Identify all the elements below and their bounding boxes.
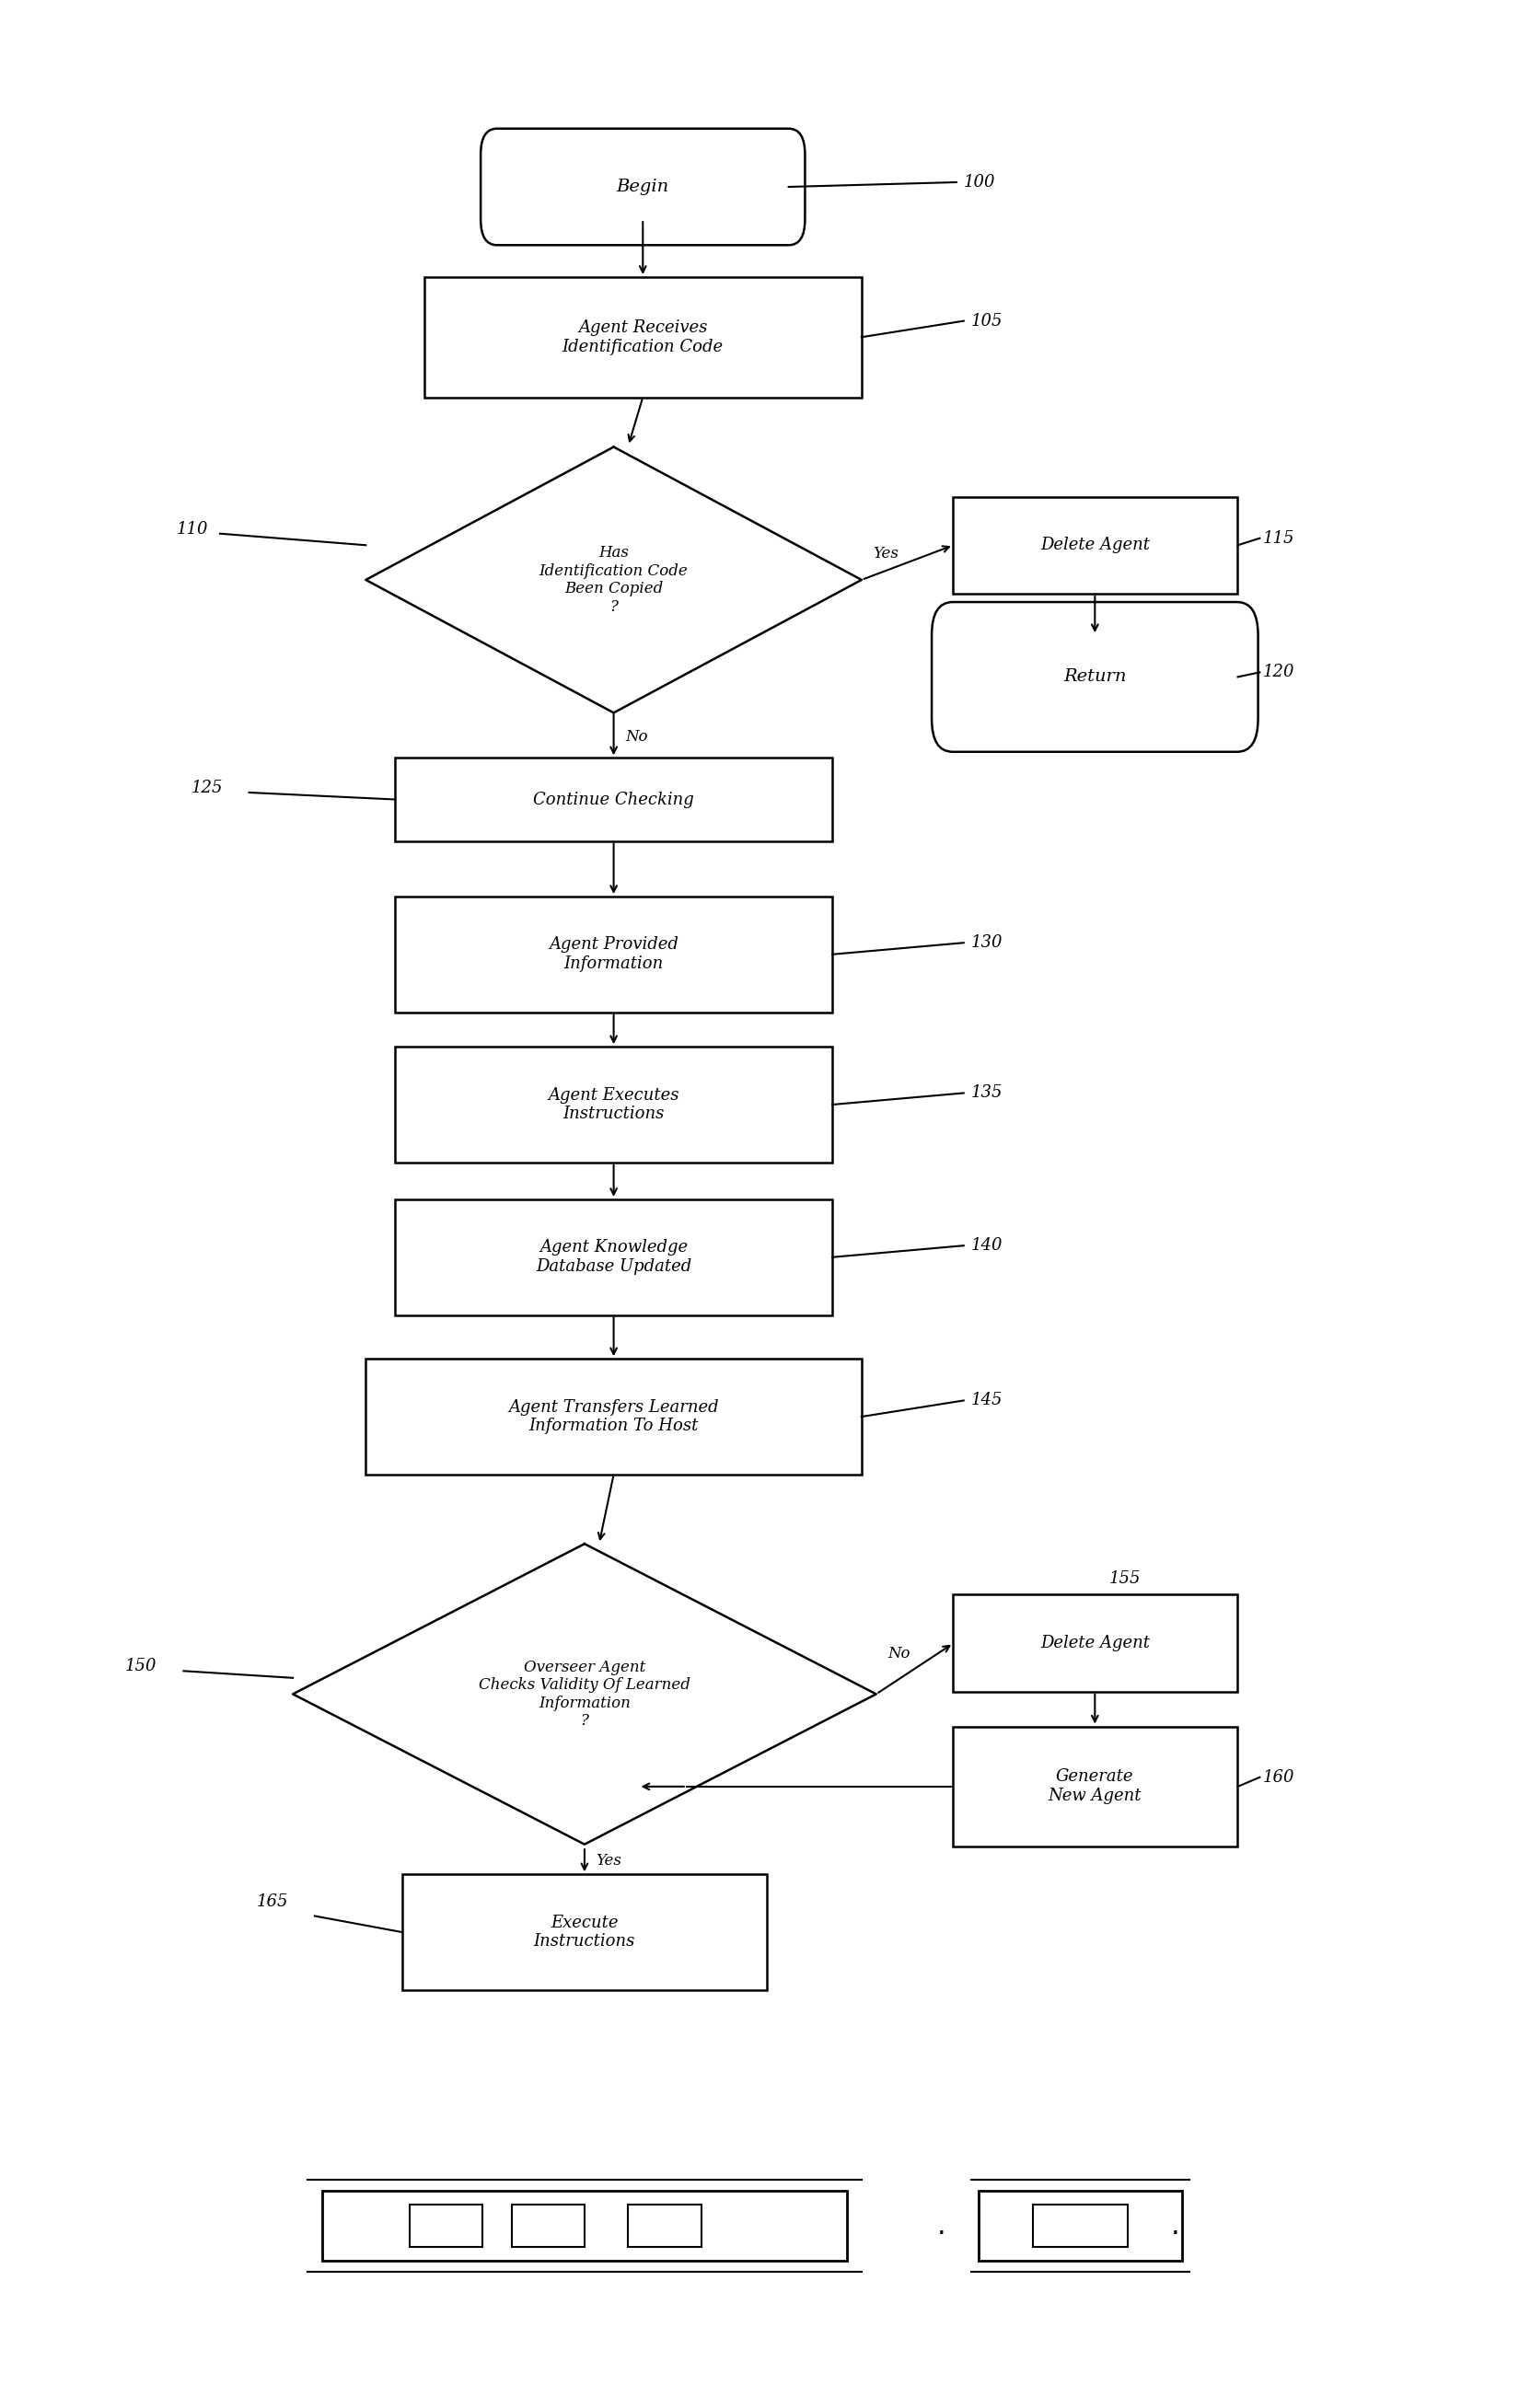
Bar — [395, 896, 832, 1011]
FancyBboxPatch shape — [931, 602, 1258, 751]
Bar — [952, 1594, 1236, 1693]
Text: Delete Agent: Delete Agent — [1041, 1635, 1150, 1652]
Text: 105: 105 — [971, 313, 1003, 330]
Text: Continue Checking: Continue Checking — [533, 792, 694, 807]
Text: Yes: Yes — [873, 547, 899, 561]
Text: 125: 125 — [191, 780, 223, 797]
Text: .: . — [937, 2213, 946, 2239]
Text: Agent Receives
Identification Code: Agent Receives Identification Code — [562, 320, 723, 354]
Text: 135: 135 — [971, 1084, 1003, 1100]
Text: Overseer Agent
Checks Validity Of Learned
Information
?: Overseer Agent Checks Validity Of Learne… — [478, 1659, 690, 1729]
Text: 140: 140 — [971, 1238, 1003, 1255]
Text: 115: 115 — [1262, 530, 1294, 547]
Text: 165: 165 — [257, 1893, 289, 1910]
Text: Agent Executes
Instructions: Agent Executes Instructions — [548, 1086, 679, 1122]
Polygon shape — [293, 1544, 876, 1845]
Bar — [395, 759, 832, 840]
Bar — [1033, 2206, 1127, 2247]
Bar — [403, 1873, 767, 1989]
Bar — [410, 2206, 483, 2247]
Text: 155: 155 — [1109, 1570, 1141, 1587]
Text: Agent Knowledge
Database Updated: Agent Knowledge Database Updated — [536, 1240, 691, 1274]
Bar — [395, 1047, 832, 1163]
Text: .: . — [1171, 2213, 1180, 2239]
Text: 110: 110 — [176, 520, 208, 537]
Bar — [424, 277, 861, 397]
Text: Delete Agent: Delete Agent — [1041, 537, 1150, 554]
Text: Agent Transfers Learned
Information To Host: Agent Transfers Learned Information To H… — [509, 1399, 718, 1435]
Text: Agent Provided
Information: Agent Provided Information — [548, 937, 679, 973]
Text: 100: 100 — [963, 173, 995, 190]
Text: No: No — [626, 730, 649, 744]
Text: Generate
New Agent: Generate New Agent — [1048, 1770, 1142, 1804]
Bar — [978, 2191, 1182, 2261]
Text: 130: 130 — [971, 934, 1003, 951]
Bar — [629, 2206, 702, 2247]
Bar — [366, 1358, 861, 1474]
Text: Has
Identification Code
Been Copied
?: Has Identification Code Been Copied ? — [539, 544, 688, 614]
Bar — [952, 496, 1236, 595]
Text: No: No — [887, 1647, 910, 1662]
Text: Begin: Begin — [617, 178, 670, 195]
Bar — [395, 1199, 832, 1315]
Text: Execute
Instructions: Execute Instructions — [533, 1914, 635, 1950]
Bar — [512, 2206, 585, 2247]
Text: Yes: Yes — [595, 1852, 621, 1869]
Polygon shape — [366, 448, 861, 713]
Bar — [952, 1727, 1236, 1847]
Text: 145: 145 — [971, 1392, 1003, 1409]
Text: 120: 120 — [1262, 665, 1294, 681]
Text: 160: 160 — [1262, 1770, 1294, 1787]
FancyBboxPatch shape — [480, 128, 805, 246]
Text: 150: 150 — [125, 1659, 156, 1674]
Bar — [322, 2191, 848, 2261]
Text: Return: Return — [1063, 669, 1127, 686]
